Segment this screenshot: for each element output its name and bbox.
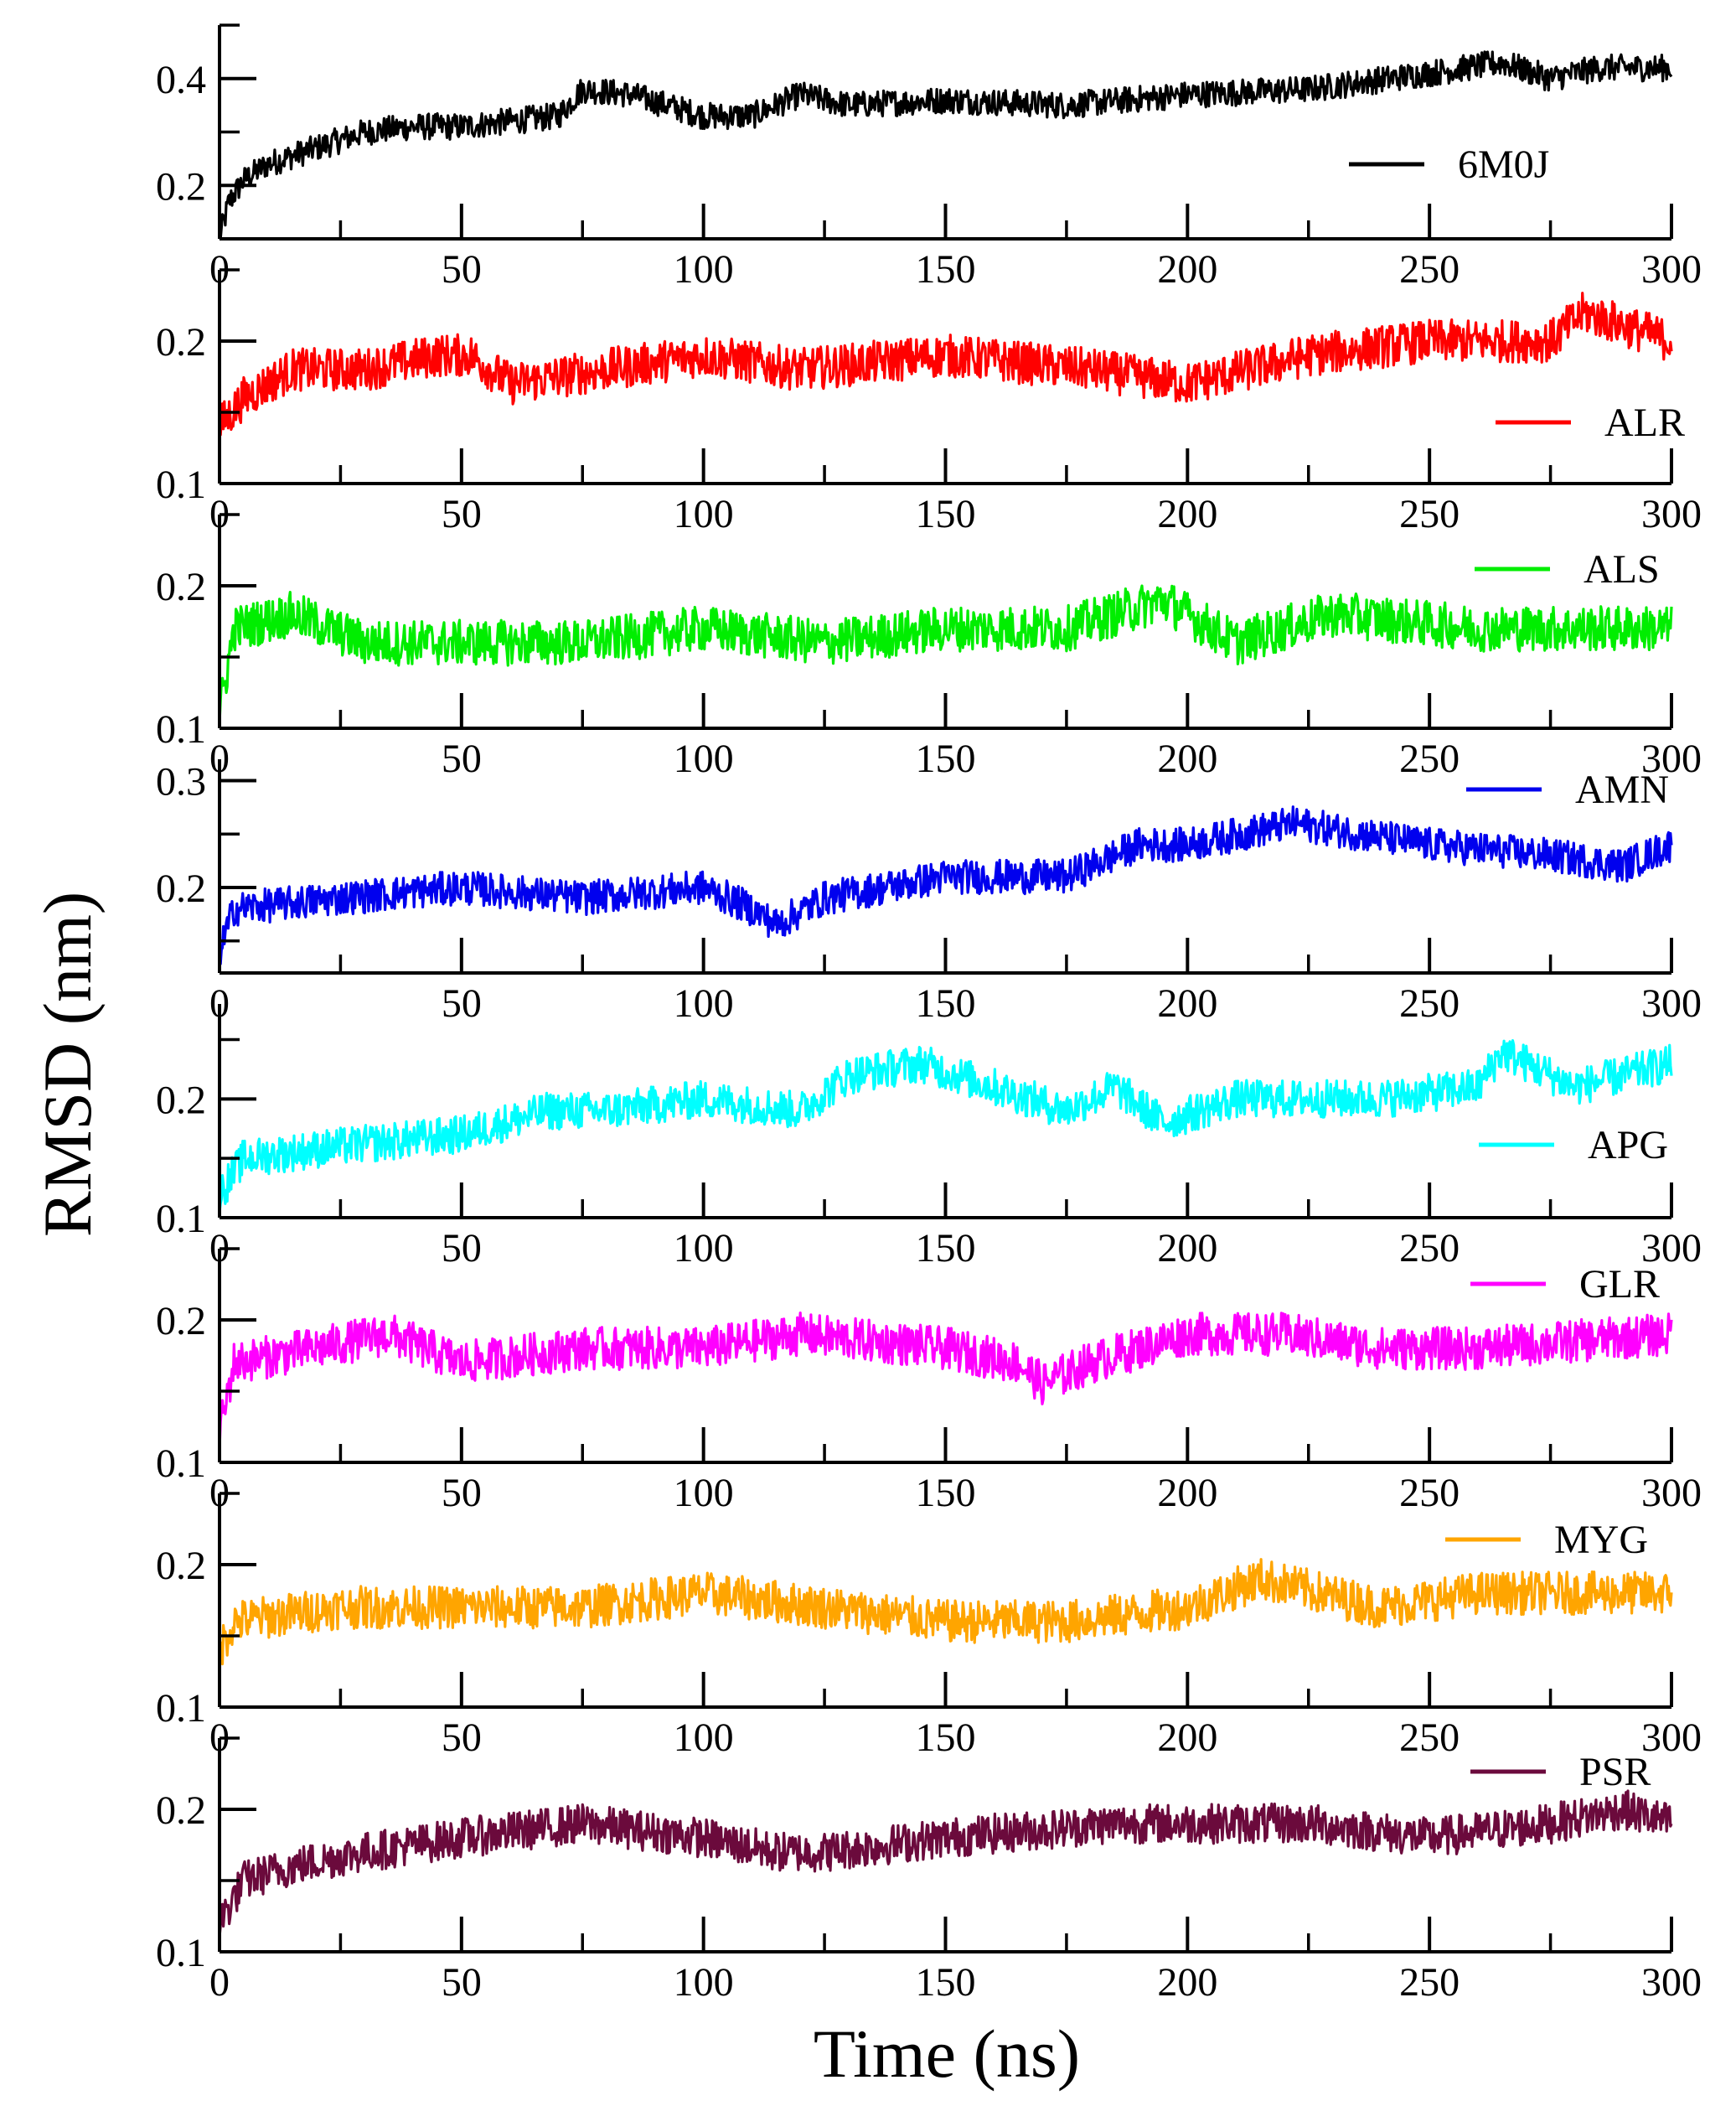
x-tick-label: 300 (1641, 1471, 1702, 1515)
x-tick-label: 150 (916, 1471, 976, 1515)
x-tick-label: 150 (916, 1715, 976, 1760)
x-tick-label: 200 (1157, 1471, 1217, 1515)
panels-group: 0 50 100 150 200 250 300 0.2 0.4 6M0J 0 50 100 150 200… (156, 23, 1702, 2005)
y-tick-label: 0.2 (156, 1078, 206, 1122)
x-tick-label: 200 (1157, 247, 1217, 292)
x-tick-label: 100 (674, 981, 734, 1026)
x-tick-label: 250 (1399, 981, 1460, 1026)
x-tick-label: 200 (1157, 737, 1217, 781)
x-tick-label: 100 (674, 1226, 734, 1270)
y-tick-label: 0.2 (156, 1788, 206, 1833)
series-line-amn (218, 805, 1673, 965)
y-tick-label: 0.2 (156, 1544, 206, 1588)
legend-label-alr: ALR (1604, 401, 1685, 445)
series-line-alr (218, 292, 1673, 437)
legend-label-als: ALS (1584, 547, 1660, 592)
series-line-apg (218, 1039, 1673, 1213)
x-tick-label: 250 (1399, 1471, 1460, 1515)
series-line-psr (218, 1789, 1673, 1938)
legend-label-6m0j: 6M0J (1458, 142, 1549, 187)
x-tick-label: 250 (1399, 1715, 1460, 1760)
y-tick-label: 0.2 (156, 867, 206, 911)
y-tick-label: 0.1 (156, 1441, 206, 1486)
x-tick-label: 150 (916, 247, 976, 292)
x-tick-label: 150 (916, 1226, 976, 1270)
x-tick-label: 250 (1399, 737, 1460, 781)
x-tick-label: 50 (442, 737, 482, 781)
x-tick-label: 150 (916, 492, 976, 536)
x-tick-label: 250 (1399, 1960, 1460, 2005)
x-tick-label: 200 (1157, 1226, 1217, 1270)
y-tick-label: 0.3 (156, 760, 206, 805)
x-tick-label: 100 (674, 1715, 734, 1760)
x-tick-label: 100 (674, 1960, 734, 2005)
x-tick-label: 100 (674, 492, 734, 536)
series-line-6m0j (218, 50, 1673, 241)
series-line-als (218, 584, 1673, 724)
y-tick-label: 0.1 (156, 463, 206, 507)
x-tick-label: 200 (1157, 1960, 1217, 2005)
x-tick-label: 300 (1641, 492, 1702, 536)
x-tick-label: 50 (442, 1471, 482, 1515)
y-axis-title: RMSD (nm) (29, 892, 106, 1237)
x-tick-label: 250 (1399, 1226, 1460, 1270)
x-tick-label: 250 (1399, 492, 1460, 536)
x-tick-label: 300 (1641, 1226, 1702, 1270)
x-tick-label: 300 (1641, 1715, 1702, 1760)
x-tick-label: 200 (1157, 1715, 1217, 1760)
y-tick-label: 0.4 (156, 58, 206, 102)
x-tick-label: 50 (442, 981, 482, 1026)
x-tick-label: 50 (442, 1226, 482, 1270)
x-axis-title: Time (ns) (814, 2015, 1080, 2092)
y-tick-label: 0.2 (156, 1299, 206, 1343)
series-line-glr (218, 1312, 1673, 1450)
panel-psr: 0 50 100 150 200 250 300 0.1 0.2 PSR (156, 1736, 1702, 2005)
x-tick-label: 200 (1157, 981, 1217, 1026)
series-line-myg (218, 1558, 1673, 1666)
x-tick-label: 150 (916, 737, 976, 781)
x-tick-label: 150 (916, 1960, 976, 2005)
y-tick-label: 0.1 (156, 707, 206, 752)
x-tick-label: 100 (674, 737, 734, 781)
legend-label-glr: GLR (1579, 1262, 1660, 1307)
x-tick-label: 300 (1641, 737, 1702, 781)
x-tick-label: 150 (916, 981, 976, 1026)
legend-label-myg: MYG (1554, 1518, 1648, 1562)
y-tick-label: 0.2 (156, 320, 206, 365)
x-tick-label: 100 (674, 247, 734, 292)
x-tick-label: 300 (1641, 981, 1702, 1026)
y-tick-label: 0.1 (156, 1197, 206, 1241)
x-tick-label: 50 (442, 1960, 482, 2005)
y-tick-label: 0.2 (156, 565, 206, 609)
x-tick-label: 100 (674, 1471, 734, 1515)
x-tick-label: 0 (209, 1960, 230, 2005)
y-tick-label: 0.1 (156, 1931, 206, 1975)
x-tick-label: 50 (442, 1715, 482, 1760)
x-tick-label: 50 (442, 492, 482, 536)
x-tick-label: 250 (1399, 247, 1460, 292)
legend-label-psr: PSR (1579, 1750, 1651, 1794)
x-tick-label: 50 (442, 247, 482, 292)
x-tick-label: 200 (1157, 492, 1217, 536)
x-tick-label: 300 (1641, 247, 1702, 292)
y-tick-label: 0.1 (156, 1686, 206, 1731)
legend-label-apg: APG (1588, 1123, 1668, 1167)
legend-label-amn: AMN (1575, 768, 1669, 812)
x-tick-label: 300 (1641, 1960, 1702, 2005)
y-tick-label: 0.2 (156, 164, 206, 209)
